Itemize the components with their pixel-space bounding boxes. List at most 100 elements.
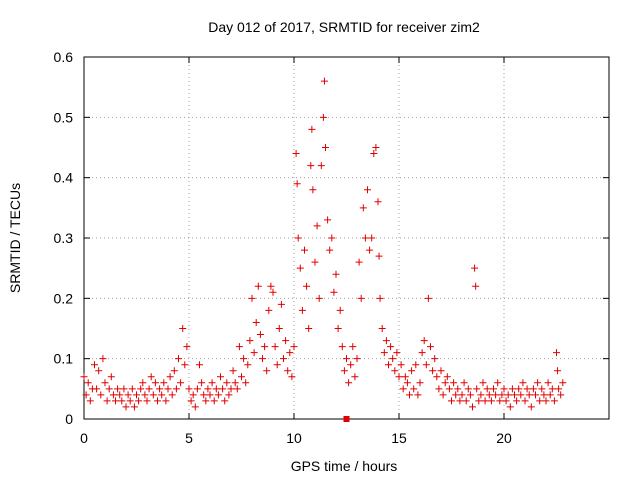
data-point — [206, 391, 214, 399]
data-point — [357, 294, 365, 302]
data-points — [80, 77, 567, 411]
data-point — [525, 391, 533, 399]
data-point — [179, 325, 187, 332]
data-point — [263, 367, 271, 375]
data-point — [372, 144, 380, 151]
data-point — [502, 397, 510, 405]
data-point — [506, 403, 514, 411]
data-point — [378, 325, 386, 332]
data-point — [521, 397, 529, 405]
data-point — [473, 385, 481, 393]
data-point — [214, 391, 222, 399]
data-point — [466, 391, 474, 399]
data-point — [517, 391, 525, 399]
data-point — [443, 373, 451, 381]
data-point — [548, 385, 556, 393]
data-point — [154, 397, 161, 405]
data-point — [225, 391, 233, 399]
data-point — [103, 397, 111, 405]
x-tick-label: 5 — [185, 430, 193, 446]
data-point — [330, 288, 338, 296]
data-point — [212, 385, 220, 393]
data-point — [410, 385, 418, 393]
data-point — [290, 343, 298, 351]
data-point — [431, 355, 439, 363]
data-point — [139, 379, 147, 387]
data-point — [181, 361, 189, 369]
data-point — [523, 385, 531, 393]
data-point — [395, 373, 403, 381]
data-point — [399, 385, 407, 393]
data-point — [149, 391, 157, 399]
data-point — [332, 270, 340, 278]
data-point — [105, 385, 113, 393]
data-point — [498, 391, 506, 399]
data-point — [450, 379, 458, 387]
data-point — [166, 373, 174, 381]
data-point — [456, 397, 464, 405]
data-point — [340, 367, 348, 375]
data-point — [130, 403, 138, 411]
data-point — [282, 337, 290, 345]
data-point — [231, 379, 239, 387]
data-point — [347, 361, 355, 369]
data-point — [280, 355, 287, 363]
data-point — [219, 385, 227, 393]
data-point — [183, 343, 191, 351]
data-point — [256, 331, 264, 339]
data-point — [508, 385, 516, 393]
data-point — [439, 391, 447, 399]
data-point — [550, 397, 558, 405]
data-point — [261, 343, 269, 351]
data-point — [202, 397, 210, 405]
data-point — [435, 385, 443, 393]
data-point — [349, 343, 357, 351]
data-point — [496, 397, 504, 405]
data-point — [542, 397, 550, 405]
data-point — [292, 150, 300, 158]
x-tick-label: 20 — [496, 430, 512, 446]
data-point — [246, 337, 254, 345]
data-point — [252, 318, 260, 326]
y-tick-label: 0 — [65, 411, 73, 427]
data-point — [151, 379, 159, 387]
data-point — [387, 343, 395, 351]
x-tick-label: 10 — [286, 430, 302, 446]
data-point — [477, 391, 485, 399]
data-point — [248, 294, 256, 302]
data-point — [494, 379, 502, 387]
data-point — [343, 355, 350, 363]
data-point — [210, 397, 218, 405]
data-point — [500, 385, 508, 393]
data-point — [441, 379, 449, 387]
data-point — [109, 391, 117, 399]
axis-ticks — [83, 56, 609, 420]
data-point — [200, 391, 208, 399]
data-point — [485, 391, 493, 399]
data-point — [187, 397, 195, 405]
data-point — [504, 391, 512, 399]
data-point — [141, 391, 149, 399]
data-point — [99, 355, 107, 363]
data-point — [408, 367, 416, 375]
data-point — [259, 355, 266, 363]
data-point — [382, 337, 390, 345]
data-point — [422, 361, 430, 369]
data-point — [544, 379, 552, 387]
data-point — [133, 391, 140, 399]
grid-lines — [84, 57, 609, 419]
data-point — [559, 379, 567, 387]
data-point — [112, 397, 119, 405]
data-point — [137, 385, 145, 393]
data-point — [412, 361, 420, 369]
y-tick-label: 0.2 — [54, 290, 74, 306]
data-point — [546, 391, 554, 399]
data-point — [429, 367, 437, 375]
data-point — [160, 379, 168, 387]
data-point — [532, 391, 539, 399]
data-point — [305, 325, 313, 332]
data-point — [487, 397, 495, 405]
data-point — [334, 325, 342, 332]
